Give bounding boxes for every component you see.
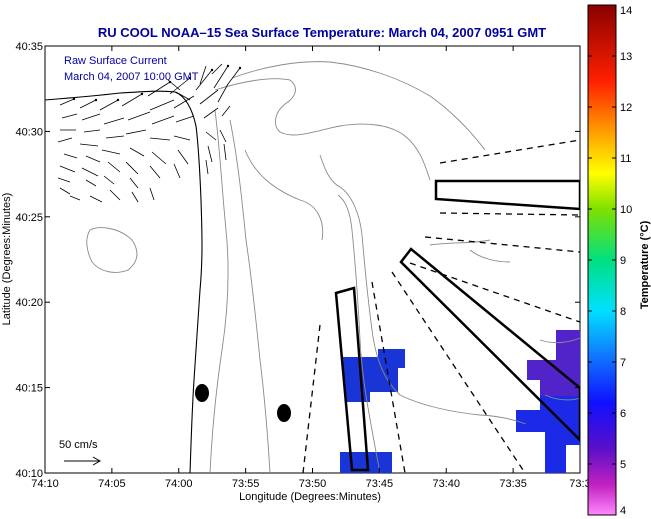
colorbar-tick-label: 8 [620, 306, 626, 318]
x-tick-label: 73:35 [499, 478, 527, 490]
chart-title: RU COOL NOAA–15 Sea Surface Temperature:… [98, 25, 546, 40]
transect-boxes [334, 179, 580, 472]
colorbar-tick-label: 6 [620, 408, 626, 420]
colorbar-tick-label: 7 [620, 357, 626, 369]
colorbar-tick-label: 11 [620, 153, 631, 165]
colorbar-ticks: 4 5 6 7 8 9 10 11 12 13 14 [588, 4, 632, 517]
station-markers [195, 384, 291, 422]
vector-scale-arrow [64, 456, 102, 466]
x-tick-label: 74:00 [165, 478, 193, 490]
colorbar-tick-label: 12 [620, 102, 632, 114]
plot-area [44, 45, 581, 474]
y-tick-label: 40:30 [15, 126, 43, 138]
colorbar-tick-label: 5 [620, 459, 626, 471]
y-tick-label: 40:25 [15, 212, 43, 224]
colorbar-tick-label: 9 [620, 255, 626, 267]
x-tick-label: 73:50 [299, 478, 327, 490]
x-tick-label: 73:3 [569, 478, 590, 490]
coastline [45, 90, 203, 473]
colorbar [587, 4, 617, 516]
x-tick-label: 74:10 [31, 478, 59, 490]
vector-scale-label: 50 cm/s [59, 439, 98, 451]
y-tick-label: 40:10 [15, 468, 43, 480]
colorbar-tick-label: 13 [620, 51, 632, 63]
sst-patch [516, 396, 580, 473]
x-tick-label: 73:55 [232, 478, 260, 490]
station-marker [277, 404, 291, 422]
colorbar-label: Temperature (°C) [639, 220, 651, 309]
current-vector-heads [72, 64, 242, 102]
radial-dashed-lines [302, 139, 580, 473]
bathymetry-contours [86, 61, 580, 473]
x-tick-label: 73:40 [432, 478, 460, 490]
x-tick-label: 74:05 [98, 478, 126, 490]
y-axis-ticks: 40:10 40:15 40:20 40:25 40:30 40:35 [15, 41, 580, 480]
colorbar-tick-label: 14 [620, 5, 632, 17]
colorbar-tick-label: 4 [620, 505, 626, 517]
x-axis-ticks: 74:10 74:05 74:00 73:55 73:50 73:45 73:40 73:35… [31, 46, 591, 490]
y-tick-label: 40:15 [15, 383, 43, 395]
station-marker [195, 384, 209, 402]
current-vectors [57, 63, 241, 203]
x-axis-label: Longitude (Degrees:Minutes) [239, 491, 381, 503]
y-tick-label: 40:20 [15, 297, 43, 309]
y-axis-label: Latitude (Degrees:Minutes) [1, 193, 13, 326]
y-tick-label: 40:35 [15, 41, 43, 53]
legend-line-2: March 04, 2007 10:00 GMT [64, 71, 199, 83]
colorbar-tick-label: 10 [620, 204, 632, 216]
legend-line-1: Raw Surface Current [64, 55, 167, 67]
x-tick-label: 73:45 [366, 478, 394, 490]
